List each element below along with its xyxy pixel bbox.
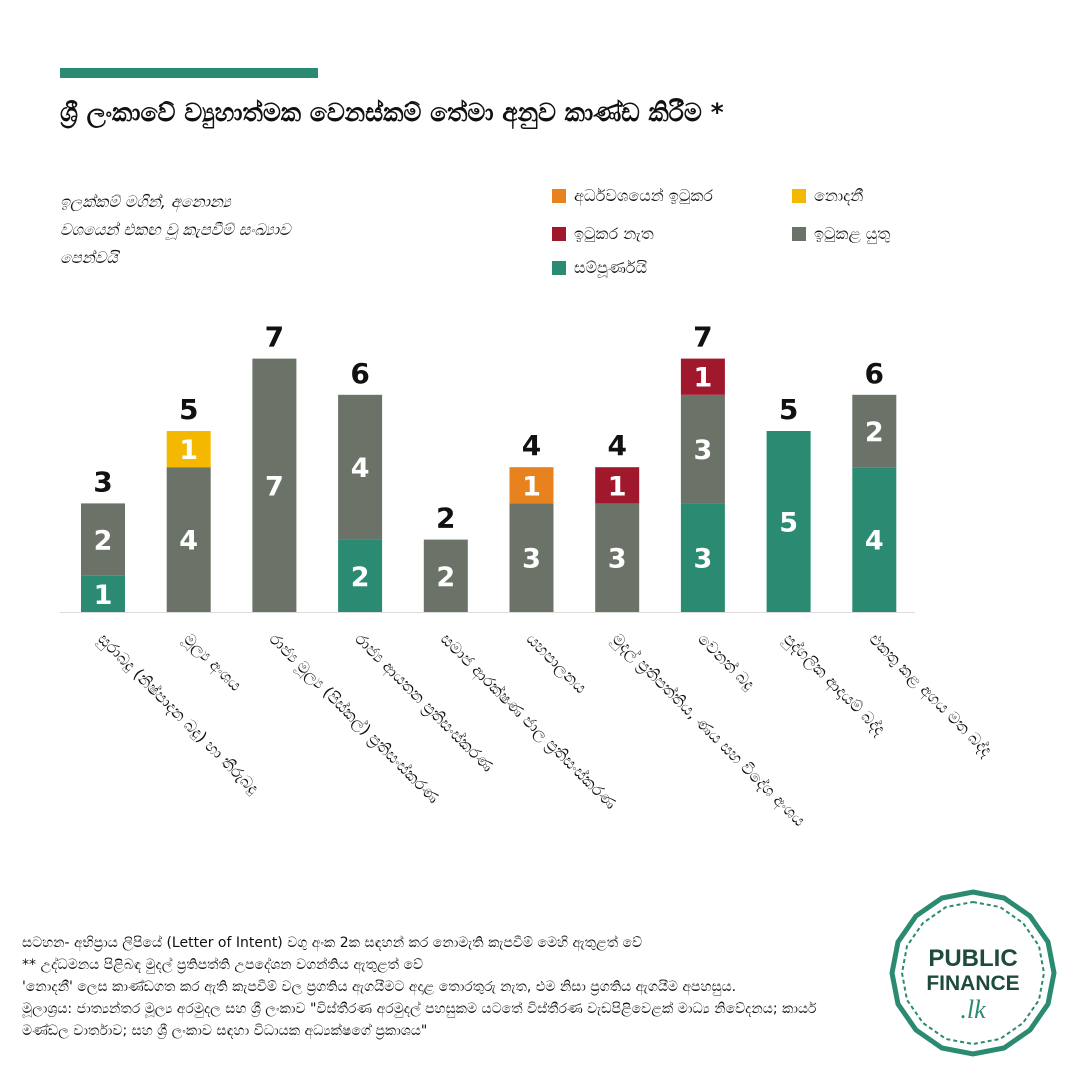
bar-segment-tobemet bbox=[595, 503, 640, 612]
legend-item-notmet: ඉටුකර නැත bbox=[552, 224, 654, 244]
bar-segment-complete bbox=[852, 467, 897, 612]
bar-total-label: 7 bbox=[265, 321, 284, 354]
bar-segment-label: 7 bbox=[265, 471, 284, 502]
bar-segment-tobemet bbox=[338, 394, 383, 540]
bar-total-label: 6 bbox=[350, 357, 369, 390]
footnote-source: මූලාශ්‍රය: ජාත්‍යන්තර මූල්‍ය අරමුදල සහ ශ… bbox=[22, 1001, 817, 1039]
publicfinance-logo: PUBLIC FINANCE .lk bbox=[889, 889, 1057, 1057]
category-tick-label: වෙනත් බදු bbox=[694, 629, 758, 693]
bar-segment-complete bbox=[680, 503, 725, 612]
category-tick-label: මුදල් ප්‍රතිපත්තිය, ණය සහ විදේශ අංශය bbox=[608, 629, 810, 831]
bar-segment-tobemet bbox=[680, 394, 725, 504]
stacked-bar-chart: 1 2 3 සුරාබදු (නිෂ්පාදන බදු) හා තීරුබදු 4 1 5 ම… bbox=[60, 321, 996, 831]
bar-segment-label: 5 bbox=[779, 508, 798, 539]
footnotes: සටහන- අභිප්‍රාය ලිපියේ (Letter of Intent… bbox=[22, 932, 862, 1042]
bar-segment-partial bbox=[509, 467, 554, 504]
legend-item-complete: සම්පූර්ණයි bbox=[552, 258, 647, 278]
bar-segment-label: 2 bbox=[351, 562, 370, 593]
legend-item-unknown: නොදනී bbox=[792, 186, 863, 206]
category-tick-label: සුරාබදු (නිෂ්පාදන බදු) හා තීරුබදු bbox=[93, 629, 262, 798]
bar-segment-complete bbox=[338, 539, 383, 612]
category-tick-label: යහපාලනය bbox=[522, 629, 591, 698]
legend-swatch-unknown bbox=[792, 189, 806, 203]
bar-segment-tobemet bbox=[509, 503, 554, 612]
bar-segment-label: 3 bbox=[522, 544, 541, 575]
footnote-3: 'නොදනී' ලෙස කාණ්ඩගත කර ඇති කැපවීම් වල ප්… bbox=[22, 979, 737, 995]
bar-total-label: 4 bbox=[607, 429, 626, 462]
legend-label-tobemet: ඉටුකළ යුතු bbox=[814, 224, 891, 243]
bar-segment-label: 2 bbox=[436, 562, 455, 593]
bar-total-label: 7 bbox=[693, 321, 712, 354]
legend-label-partial: අර්ධවශයෙන් ඉටුකර bbox=[574, 186, 713, 205]
bar-segment-label: 2 bbox=[865, 417, 884, 448]
legend-swatch-tobemet bbox=[792, 227, 806, 241]
bar-segment-unknown bbox=[166, 431, 211, 468]
bar-segment-complete bbox=[766, 431, 811, 612]
bar-total-label: 4 bbox=[522, 429, 541, 462]
bar-total-label: 3 bbox=[93, 465, 112, 498]
footnote-1: සටහන- අභිප්‍රාය ලිපියේ (Letter of Intent… bbox=[22, 935, 643, 951]
logo-text-public: PUBLIC bbox=[928, 945, 1017, 972]
legend-label-unknown: නොදනී bbox=[814, 186, 864, 205]
bar-total-label: 6 bbox=[865, 357, 884, 390]
bar-segment-label: 3 bbox=[694, 435, 713, 466]
bar-segment-complete bbox=[81, 575, 125, 612]
chart-legend: අර්ධවශයෙන් ඉටුකර නොදනී ඉටුකර නැත ඉටුකළ ය… bbox=[552, 186, 952, 286]
chart-title: ශ්‍රී ලංකාවේ ව්‍යුහාත්මක වෙනස්කම් තේමා අ… bbox=[60, 98, 724, 127]
bar-segment-notmet bbox=[680, 358, 725, 395]
legend-label-complete: සම්පූර්ණයි bbox=[574, 258, 647, 277]
category-tick-label: රාජ්‍ය මූල්‍ය (පිස්කල්) ප්‍රතිසංස්කරණ bbox=[265, 629, 443, 807]
footnote-2: ** උද්ධමනය පිළිබඳ මුදල් ප්‍රතිපත්ති උපදේ… bbox=[22, 957, 424, 973]
bar-segment-label: 4 bbox=[351, 453, 370, 484]
legend-swatch-partial bbox=[552, 189, 566, 203]
bar-segment-label: 1 bbox=[522, 471, 541, 502]
category-tick-label: එකතු කළ අගය මත බද්ද bbox=[865, 629, 996, 760]
bar-segment-label: 1 bbox=[94, 580, 113, 611]
chart-subtitle: ඉලක්කම් මගින්, අනොන්‍ය වශයෙන් එකඟ වූ කැප… bbox=[60, 192, 291, 267]
category-tick-label: රාජ්‍ය ආයතන ප්‍රතිසංස්කරණ bbox=[350, 629, 497, 776]
logo-text-finance: FINANCE bbox=[926, 972, 1019, 995]
legend-label-notmet: ඉටුකර නැත bbox=[574, 224, 654, 243]
bar-segment-label: 1 bbox=[608, 471, 627, 502]
bar-segment-label: 3 bbox=[608, 544, 627, 575]
bar-segment-label: 1 bbox=[694, 363, 713, 394]
bar-segment-tobemet bbox=[423, 539, 468, 612]
bar-segment-label: 1 bbox=[179, 435, 198, 466]
bar-total-label: 5 bbox=[779, 393, 798, 426]
bar-segment-label: 4 bbox=[179, 526, 198, 557]
accent-bar bbox=[60, 68, 318, 78]
bar-segment-tobemet bbox=[252, 358, 297, 612]
legend-swatch-complete bbox=[552, 261, 566, 275]
legend-item-partial: අර්ධවශයෙන් ඉටුකර bbox=[552, 186, 713, 206]
logo-text-lk: .lk bbox=[960, 995, 986, 1024]
category-tick-label: සමාජ ආරක්ෂණ ජාල ප්‍රතිසංස්කරණ bbox=[436, 629, 620, 813]
bar-segment-label: 2 bbox=[94, 526, 113, 557]
category-tick-label: මූල්‍ය අංශය bbox=[179, 629, 246, 696]
bar-segment-tobemet bbox=[81, 503, 125, 576]
bar-segment-notmet bbox=[595, 467, 640, 504]
bar-segment-tobemet bbox=[852, 394, 897, 468]
bar-segment-label: 4 bbox=[865, 526, 884, 557]
bar-total-label: 2 bbox=[436, 502, 455, 535]
bar-segment-label: 3 bbox=[694, 544, 713, 575]
bar-total-label: 5 bbox=[179, 393, 198, 426]
bar-segment-tobemet bbox=[166, 467, 211, 612]
legend-swatch-notmet bbox=[552, 227, 566, 241]
legend-item-tobemet: ඉටුකළ යුතු bbox=[792, 224, 890, 244]
